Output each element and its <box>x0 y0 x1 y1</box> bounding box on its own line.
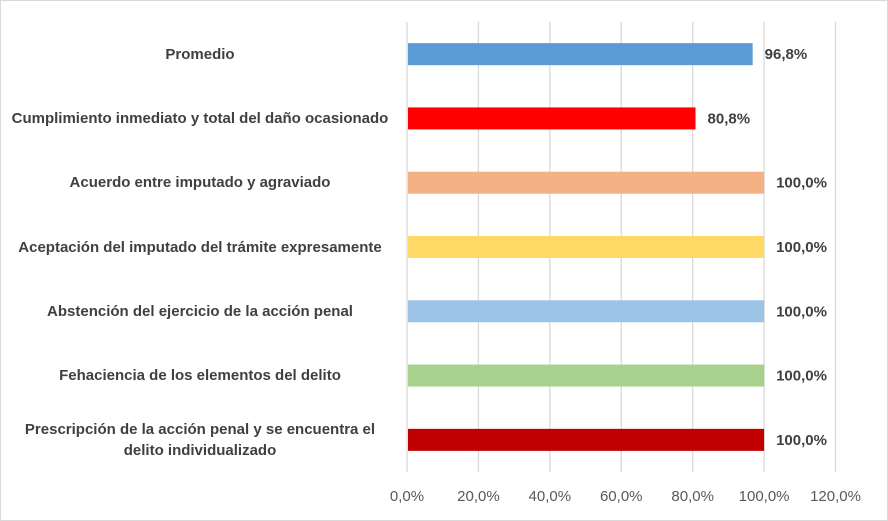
bar <box>408 300 765 323</box>
data-label: 80,8% <box>708 110 751 127</box>
data-label: 100,0% <box>776 239 827 256</box>
bar <box>408 107 696 130</box>
category-label: Prescripción de la acción penal y se enc… <box>24 420 376 459</box>
x-tick-label: 20,0% <box>457 488 500 505</box>
category-label: Promedio <box>165 45 235 63</box>
category-label: Fehaciencia de los elementos del delito <box>59 367 341 385</box>
bar <box>408 428 765 451</box>
x-tick-label: 60,0% <box>600 488 643 505</box>
data-label: 96,8% <box>765 46 808 63</box>
category-label: Abstención del ejercicio de la acción pe… <box>47 302 353 320</box>
category-label: Acuerdo entre imputado y agraviado <box>69 174 331 192</box>
bar <box>408 43 753 66</box>
category-label: Aceptación del imputado del trámite expr… <box>18 238 382 256</box>
bar <box>408 364 765 387</box>
bar <box>408 236 765 258</box>
data-label: 100,0% <box>776 368 827 385</box>
category-label: Cumplimiento inmediato y total del daño … <box>11 109 389 127</box>
data-label: 100,0% <box>776 432 827 449</box>
x-tick-label: 80,0% <box>671 488 714 505</box>
x-tick-label: 100,0% <box>739 488 790 505</box>
data-label: 100,0% <box>776 303 827 320</box>
x-tick-label: 40,0% <box>529 488 572 505</box>
bar <box>408 171 765 194</box>
data-label: 100,0% <box>776 175 827 192</box>
x-tick-label: 0,0% <box>390 488 424 505</box>
x-tick-label: 120,0% <box>810 488 861 505</box>
